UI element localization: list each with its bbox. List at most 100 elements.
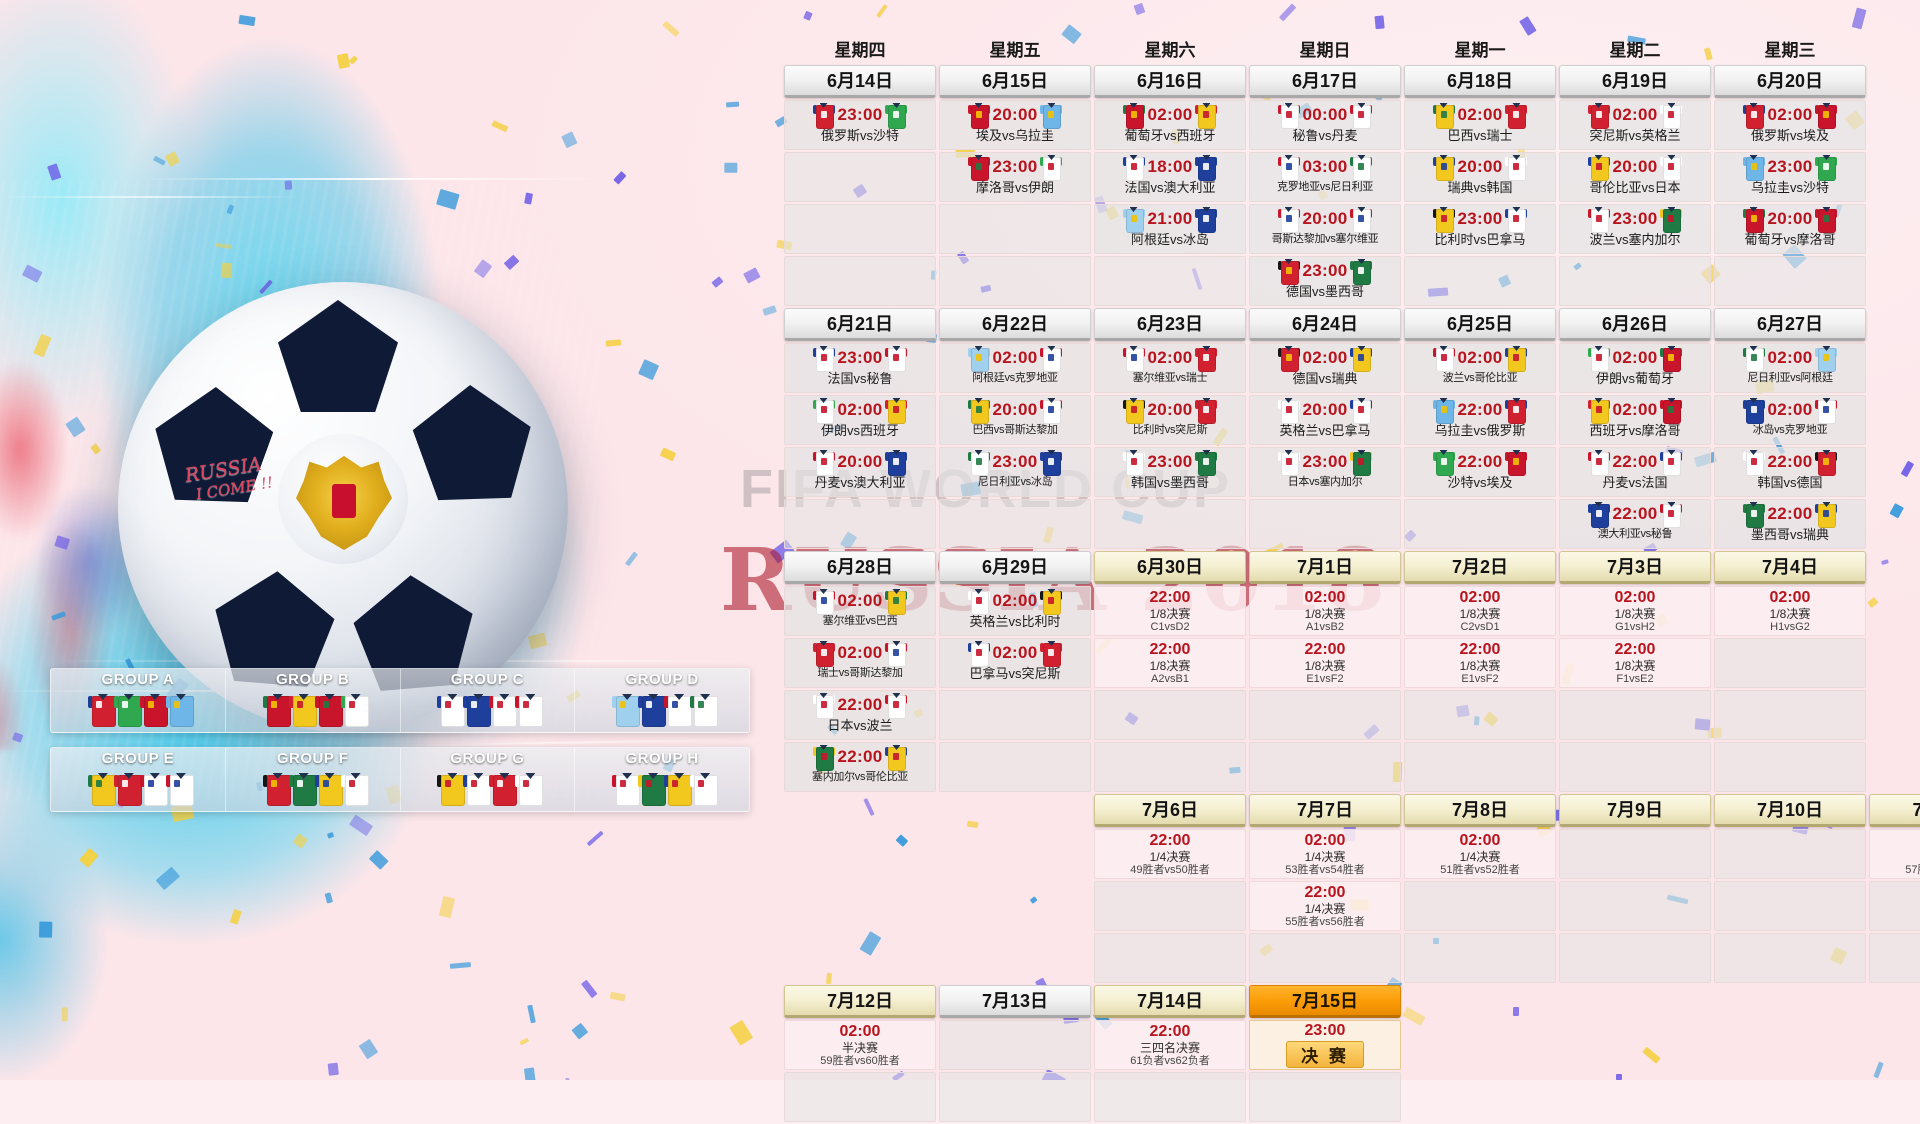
date-chip[interactable]: 6月14日 bbox=[784, 65, 936, 98]
group-f[interactable]: GROUP F bbox=[226, 748, 400, 811]
knockout-match-cell[interactable]: 22:00 1/8决赛 A2vsB1 bbox=[1094, 638, 1246, 688]
match-cell[interactable]: 02:00 尼日利亚vs阿根廷 bbox=[1714, 343, 1866, 393]
match-cell[interactable]: 20:00 巴西vs哥斯达黎加 bbox=[939, 395, 1091, 445]
match-cell[interactable]: 02:00 巴拿马vs突尼斯 bbox=[939, 638, 1091, 688]
match-cell[interactable]: 23:00 尼日利亚vs冰岛 bbox=[939, 447, 1091, 497]
match-cell[interactable]: 20:00 哥伦比亚vs日本 bbox=[1559, 152, 1711, 202]
match-cell[interactable]: 22:00 丹麦vs法国 bbox=[1559, 447, 1711, 497]
knockout-match-cell[interactable]: 02:00 1/8决赛 A1vsB2 bbox=[1249, 586, 1401, 636]
knockout-match-cell[interactable]: 22:00 1/8决赛 C1vsD2 bbox=[1094, 586, 1246, 636]
match-cell[interactable]: 02:00 塞尔维亚vs巴西 bbox=[784, 586, 936, 636]
match-cell[interactable]: 02:00 葡萄牙vs西班牙 bbox=[1094, 100, 1246, 150]
knockout-match-cell[interactable]: 22:00 1/8决赛 F1vsE2 bbox=[1559, 638, 1711, 688]
match-cell[interactable]: 23:00 俄罗斯vs沙特 bbox=[784, 100, 936, 150]
group-b[interactable]: GROUP B bbox=[226, 669, 400, 732]
knockout-match-cell[interactable]: 02:00半决赛57胜者vs58胜者 bbox=[1869, 829, 1920, 879]
match-cell[interactable]: 02:00 西班牙vs摩洛哥 bbox=[1559, 395, 1711, 445]
match-cell[interactable]: 02:00 巴西vs瑞士 bbox=[1404, 100, 1556, 150]
date-chip[interactable]: 7月10日 bbox=[1714, 794, 1866, 827]
match-cell[interactable]: 20:00 哥斯达黎加vs塞尔维亚 bbox=[1249, 204, 1401, 254]
match-cell[interactable]: 22:00 墨西哥vs瑞典 bbox=[1714, 499, 1866, 549]
match-cell[interactable]: 00:00 秘鲁vs丹麦 bbox=[1249, 100, 1401, 150]
date-chip[interactable]: 7月12日 bbox=[784, 985, 936, 1018]
match-cell[interactable]: 18:00 法国vs澳大利亚 bbox=[1094, 152, 1246, 202]
match-cell[interactable]: 02:00 波兰vs哥伦比亚 bbox=[1404, 343, 1556, 393]
match-cell[interactable]: 20:00 葡萄牙vs摩洛哥 bbox=[1714, 204, 1866, 254]
match-cell[interactable]: 02:00 英格兰vs比利时 bbox=[939, 586, 1091, 636]
match-cell[interactable]: 23:00 韩国vs墨西哥 bbox=[1094, 447, 1246, 497]
date-chip[interactable]: 6月25日 bbox=[1404, 308, 1556, 341]
date-chip[interactable]: 6月21日 bbox=[784, 308, 936, 341]
knockout-match-cell[interactable]: 22:00 1/4决赛 49胜者vs50胜者 bbox=[1094, 829, 1246, 879]
match-cell[interactable]: 23:00 摩洛哥vs伊朗 bbox=[939, 152, 1091, 202]
date-chip[interactable]: 6月24日 bbox=[1249, 308, 1401, 341]
match-cell[interactable]: 20:00 英格兰vs巴拿马 bbox=[1249, 395, 1401, 445]
match-cell[interactable]: 03:00 克罗地亚vs尼日利亚 bbox=[1249, 152, 1401, 202]
knockout-match-cell[interactable]: 02:00 1/8决赛 G1vsH2 bbox=[1559, 586, 1711, 636]
knockout-match-cell[interactable]: 22:00 1/8决赛 E1vsF2 bbox=[1404, 638, 1556, 688]
match-cell[interactable]: 20:00 丹麦vs澳大利亚 bbox=[784, 447, 936, 497]
match-cell[interactable]: 20:00 瑞典vs韩国 bbox=[1404, 152, 1556, 202]
match-cell[interactable]: 02:00 瑞士vs哥斯达黎加 bbox=[784, 638, 936, 688]
date-chip[interactable]: 6月15日 bbox=[939, 65, 1091, 98]
knockout-match-cell[interactable]: 02:00 1/4决赛 53胜者vs54胜者 bbox=[1249, 829, 1401, 879]
date-chip[interactable]: 6月17日 bbox=[1249, 65, 1401, 98]
match-cell[interactable]: 22:00 乌拉圭vs俄罗斯 bbox=[1404, 395, 1556, 445]
match-cell[interactable]: 02:00 冰岛vs克罗地亚 bbox=[1714, 395, 1866, 445]
date-chip[interactable]: 7月7日 bbox=[1249, 794, 1401, 827]
date-chip[interactable]: 6月26日 bbox=[1559, 308, 1711, 341]
match-cell[interactable]: 23:00 乌拉圭vs沙特 bbox=[1714, 152, 1866, 202]
group-a[interactable]: GROUP A bbox=[51, 669, 225, 732]
match-cell[interactable]: 23:00 比利时vs巴拿马 bbox=[1404, 204, 1556, 254]
date-chip[interactable]: 7月8日 bbox=[1404, 794, 1556, 827]
date-chip[interactable]: 6月18日 bbox=[1404, 65, 1556, 98]
match-cell[interactable]: 02:00 伊朗vs葡萄牙 bbox=[1559, 343, 1711, 393]
match-cell[interactable]: 21:00 阿根廷vs冰岛 bbox=[1094, 204, 1246, 254]
group-e[interactable]: GROUP E bbox=[51, 748, 225, 811]
knockout-match-cell[interactable]: 22:00 三四名决赛 61负者vs62负者 bbox=[1094, 1020, 1246, 1070]
knockout-match-cell[interactable]: 02:00 1/4决赛 51胜者vs52胜者 bbox=[1404, 829, 1556, 879]
date-chip[interactable]: 7月11日 bbox=[1869, 794, 1920, 827]
date-chip[interactable]: 7月3日 bbox=[1559, 551, 1711, 584]
group-g[interactable]: GROUP G bbox=[401, 748, 575, 811]
date-chip[interactable]: 7月9日 bbox=[1559, 794, 1711, 827]
knockout-match-cell[interactable]: 22:00 1/8决赛 E1vsF2 bbox=[1249, 638, 1401, 688]
date-chip[interactable]: 7月2日 bbox=[1404, 551, 1556, 584]
knockout-match-cell[interactable]: 22:00 1/4决赛 55胜者vs56胜者 bbox=[1249, 881, 1401, 931]
match-cell[interactable]: 22:00 韩国vs德国 bbox=[1714, 447, 1866, 497]
date-chip[interactable]: 7月4日 bbox=[1714, 551, 1866, 584]
date-chip[interactable]: 6月28日 bbox=[784, 551, 936, 584]
match-cell[interactable]: 22:00 沙特vs埃及 bbox=[1404, 447, 1556, 497]
match-cell[interactable]: 02:00 德国vs瑞典 bbox=[1249, 343, 1401, 393]
group-h[interactable]: GROUP H bbox=[575, 748, 749, 811]
knockout-match-cell[interactable]: 02:00 1/8决赛 C2vsD1 bbox=[1404, 586, 1556, 636]
date-chip[interactable]: 7月14日 bbox=[1094, 985, 1246, 1018]
date-chip[interactable]: 7月6日 bbox=[1094, 794, 1246, 827]
match-cell[interactable]: 23:00 德国vs墨西哥 bbox=[1249, 256, 1401, 306]
date-chip[interactable]: 7月15日 bbox=[1249, 985, 1401, 1018]
date-chip[interactable]: 6月22日 bbox=[939, 308, 1091, 341]
match-cell[interactable]: 20:00 比利时vs突尼斯 bbox=[1094, 395, 1246, 445]
match-cell[interactable]: 02:00 伊朗vs西班牙 bbox=[784, 395, 936, 445]
match-cell[interactable]: 02:00 塞尔维亚vs瑞士 bbox=[1094, 343, 1246, 393]
date-chip[interactable]: 6月30日 bbox=[1094, 551, 1246, 584]
match-cell[interactable]: 23:00 法国vs秘鲁 bbox=[784, 343, 936, 393]
match-cell[interactable]: 02:00 阿根廷vs克罗地亚 bbox=[939, 343, 1091, 393]
date-chip[interactable]: 7月1日 bbox=[1249, 551, 1401, 584]
date-chip[interactable]: 6月27日 bbox=[1714, 308, 1866, 341]
final-match-cell[interactable]: 23:00 决 赛 bbox=[1249, 1020, 1401, 1070]
group-d[interactable]: GROUP D bbox=[575, 669, 749, 732]
match-cell[interactable]: 02:00 俄罗斯vs埃及 bbox=[1714, 100, 1866, 150]
date-chip[interactable]: 6月29日 bbox=[939, 551, 1091, 584]
knockout-match-cell[interactable]: 02:00 半决赛 59胜者vs60胜者 bbox=[784, 1020, 936, 1070]
match-cell[interactable]: 22:00 澳大利亚vs秘鲁 bbox=[1559, 499, 1711, 549]
date-chip[interactable]: 7月13日 bbox=[939, 985, 1091, 1018]
match-cell[interactable]: 02:00 突尼斯vs英格兰 bbox=[1559, 100, 1711, 150]
group-c[interactable]: GROUP C bbox=[401, 669, 575, 732]
date-chip[interactable]: 6月19日 bbox=[1559, 65, 1711, 98]
match-cell[interactable]: 23:00 波兰vs塞内加尔 bbox=[1559, 204, 1711, 254]
knockout-match-cell[interactable]: 02:00 1/8决赛 H1vsG2 bbox=[1714, 586, 1866, 636]
match-cell[interactable]: 22:00 塞内加尔vs哥伦比亚 bbox=[784, 742, 936, 792]
match-cell[interactable]: 22:00 日本vs波兰 bbox=[784, 690, 936, 740]
date-chip[interactable]: 6月23日 bbox=[1094, 308, 1246, 341]
